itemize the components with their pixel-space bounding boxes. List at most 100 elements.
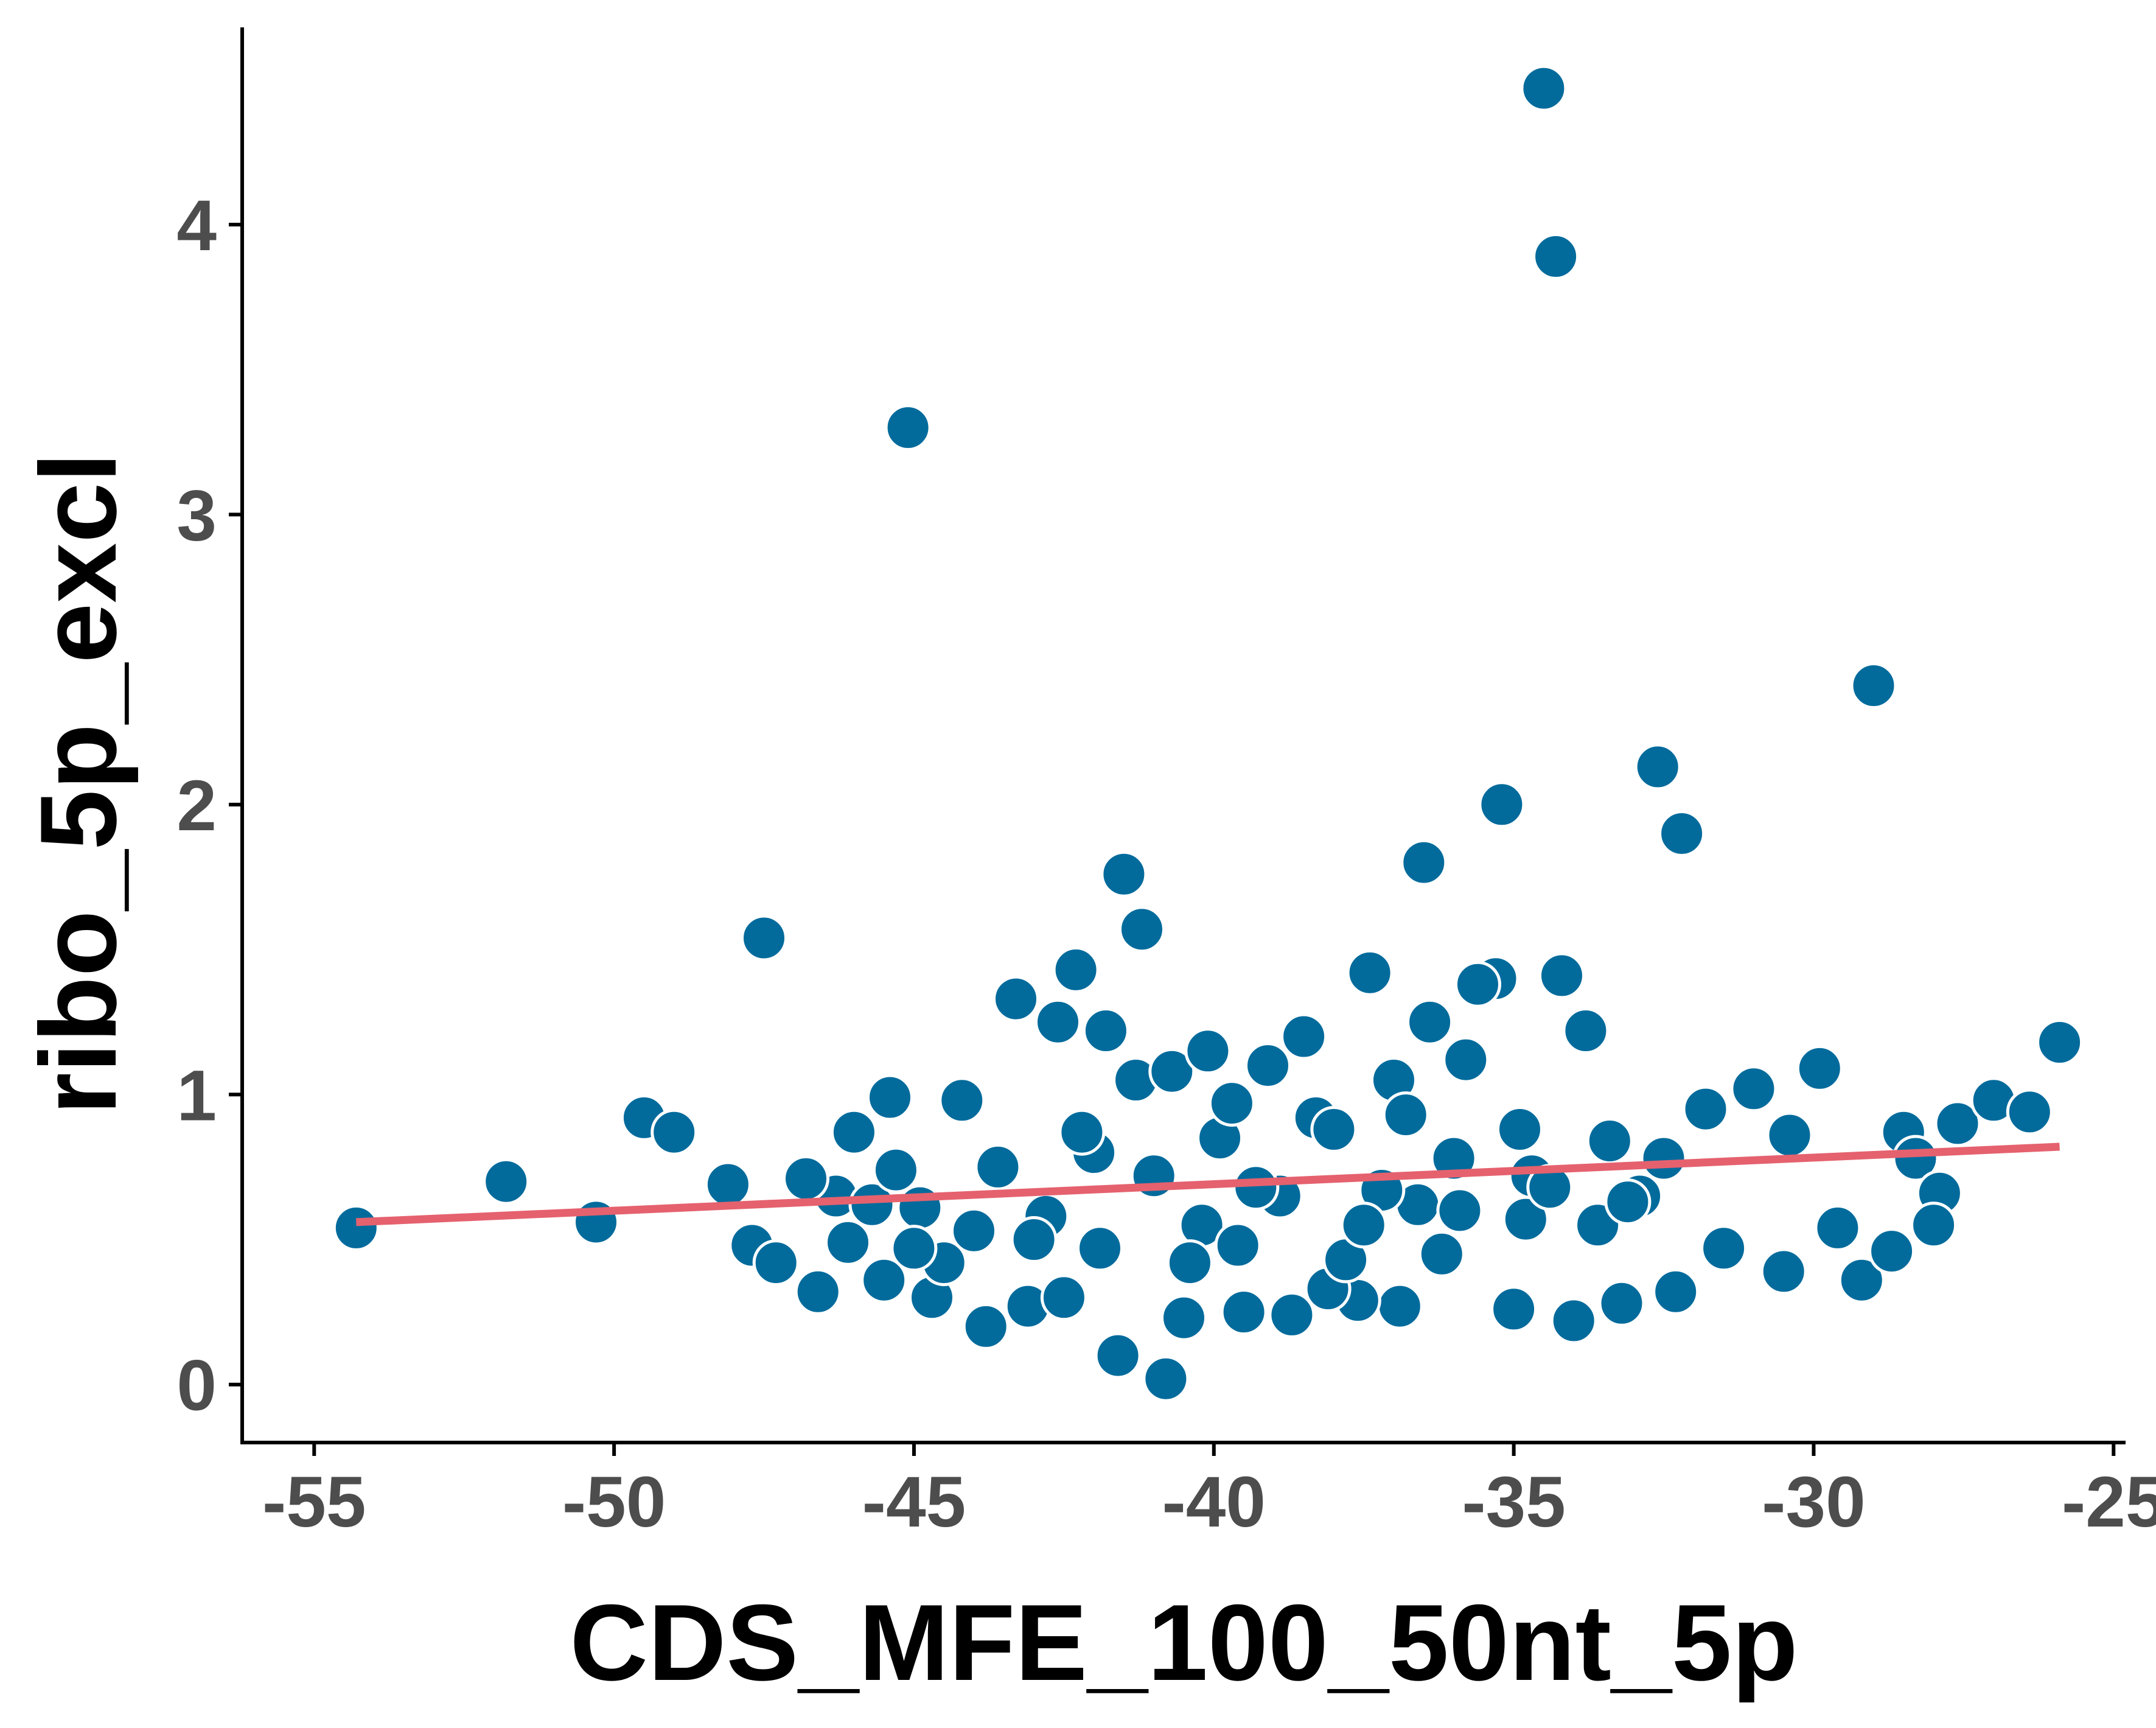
data-point xyxy=(651,1108,698,1156)
data-point xyxy=(1562,1007,1610,1054)
data-point xyxy=(993,975,1039,1023)
data-point xyxy=(1634,743,1681,791)
y-tick-label: 2 xyxy=(176,766,217,846)
data-point xyxy=(1310,1106,1358,1153)
y-tick-label: 0 xyxy=(176,1346,217,1426)
data-point xyxy=(1082,1007,1129,1054)
data-point xyxy=(938,1077,986,1124)
data-point xyxy=(1040,1274,1087,1321)
data-point xyxy=(1850,662,1897,709)
data-point xyxy=(1652,1268,1700,1315)
data-point xyxy=(1376,1282,1423,1330)
data-point xyxy=(1094,1332,1142,1379)
data-point xyxy=(332,1204,380,1251)
data-point xyxy=(1700,1225,1748,1272)
x-tick-label: -45 xyxy=(862,1462,966,1542)
y-tick-label: 1 xyxy=(176,1055,217,1136)
data-point xyxy=(896,1184,944,1231)
data-point xyxy=(1520,65,1568,112)
data-point xyxy=(1910,1202,1958,1249)
data-point xyxy=(1346,949,1394,996)
trend-line xyxy=(355,1142,2060,1226)
data-point xyxy=(1076,1225,1123,1272)
data-point xyxy=(1214,1222,1261,1269)
data-point xyxy=(1814,1204,1861,1251)
points-layer xyxy=(332,65,2084,1402)
data-point xyxy=(1586,1118,1633,1164)
data-point xyxy=(872,1146,919,1194)
x-tick-label: -40 xyxy=(1162,1462,1266,1542)
data-point xyxy=(1340,1202,1387,1249)
data-point xyxy=(1268,1291,1316,1338)
data-point xyxy=(884,404,932,451)
data-point xyxy=(890,1225,938,1272)
data-point xyxy=(951,1207,997,1254)
x-tick-label: -55 xyxy=(262,1462,366,1542)
data-point xyxy=(1502,1195,1549,1243)
data-point xyxy=(741,914,787,962)
y-tick-label: 4 xyxy=(176,186,217,266)
data-point xyxy=(1658,810,1706,857)
data-point xyxy=(1766,1111,1813,1159)
data-point xyxy=(848,1181,896,1228)
y-tick-label: 3 xyxy=(176,475,217,556)
data-point xyxy=(1478,781,1526,828)
data-point xyxy=(1496,1106,1543,1153)
data-point xyxy=(1010,1216,1058,1263)
data-point xyxy=(1730,1065,1777,1113)
data-point xyxy=(962,1303,1010,1350)
data-point xyxy=(860,1256,908,1304)
data-point xyxy=(1454,960,1501,1008)
y-axis-ticks: 0 1 2 3 4 xyxy=(176,186,242,1426)
data-point xyxy=(573,1198,619,1246)
data-point xyxy=(1604,1178,1652,1226)
data-point xyxy=(1682,1085,1729,1133)
x-tick-label: -35 xyxy=(1462,1462,1566,1542)
data-point xyxy=(1220,1289,1268,1336)
data-point xyxy=(752,1239,800,1287)
data-point xyxy=(1400,839,1448,886)
data-point xyxy=(1892,1135,1939,1182)
data-point xyxy=(1436,1187,1484,1234)
data-point xyxy=(1244,1042,1291,1090)
x-tick-label: -30 xyxy=(1762,1462,1866,1542)
y-axis-title: ribo_5p_excl xyxy=(18,452,139,1114)
data-point xyxy=(1166,1239,1213,1287)
data-point xyxy=(1118,906,1165,953)
data-point xyxy=(1760,1248,1807,1295)
data-point xyxy=(1796,1044,1843,1092)
data-point xyxy=(1232,1164,1280,1211)
data-point xyxy=(1148,1048,1196,1095)
data-point xyxy=(783,1155,829,1202)
data-point xyxy=(1280,1013,1328,1060)
data-point xyxy=(1640,1135,1687,1182)
data-point xyxy=(1052,946,1100,993)
data-point xyxy=(825,1219,871,1266)
data-point xyxy=(1838,1256,1885,1304)
data-point xyxy=(1058,1108,1106,1156)
data-point xyxy=(1208,1080,1255,1127)
data-point xyxy=(1598,1279,1645,1327)
data-point xyxy=(1100,850,1148,898)
data-point xyxy=(974,1143,1022,1191)
x-axis-title: CDS_MFE_100_50nt_5p xyxy=(570,1582,1798,1703)
data-point xyxy=(1160,1294,1207,1341)
data-point xyxy=(1034,998,1081,1046)
data-point xyxy=(867,1074,913,1121)
trend-line-layer xyxy=(355,1142,2060,1226)
data-point xyxy=(1418,1230,1465,1278)
data-point xyxy=(704,1161,752,1208)
x-axis-ticks: -55 -50 -45 -40 -35 -30 -25 xyxy=(262,1443,2156,1542)
data-point xyxy=(1538,952,1585,999)
axes-layer xyxy=(240,27,2126,1444)
x-tick-label: -50 xyxy=(562,1462,666,1542)
data-point xyxy=(1868,1228,1916,1275)
data-point xyxy=(1934,1100,1981,1147)
data-point xyxy=(1142,1355,1190,1402)
data-point xyxy=(1532,233,1580,280)
data-point xyxy=(830,1108,877,1156)
x-tick-label: -25 xyxy=(2062,1462,2156,1542)
data-point xyxy=(2036,1019,2084,1066)
